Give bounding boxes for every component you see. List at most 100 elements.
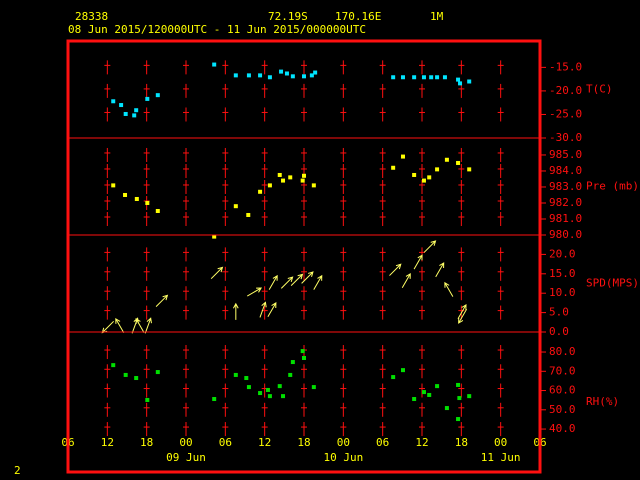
point	[290, 360, 295, 365]
point	[123, 372, 128, 377]
date-label: 09 Jun	[166, 451, 206, 464]
y-tick-label: 0.0	[549, 325, 569, 338]
point	[246, 212, 251, 217]
point	[435, 167, 440, 172]
point	[456, 382, 461, 387]
point	[302, 74, 306, 79]
point	[311, 183, 316, 188]
wind-arrow	[457, 303, 467, 320]
point	[412, 397, 417, 402]
page-number: 2	[14, 464, 21, 477]
point	[412, 75, 417, 80]
point	[457, 396, 462, 401]
x-tick-label: 18	[140, 436, 153, 449]
point	[458, 81, 463, 86]
point	[302, 355, 306, 360]
point	[145, 397, 150, 402]
point	[467, 79, 472, 84]
point	[267, 183, 272, 188]
y-tick-label: 981.0	[549, 212, 582, 225]
y-tick-label: 980.0	[549, 228, 582, 241]
point	[281, 178, 286, 183]
point	[119, 103, 124, 108]
y-tick-label: 982.0	[549, 196, 582, 209]
date-label: 11 Jun	[481, 451, 521, 464]
y-tick-label: 5.0	[549, 306, 569, 319]
point	[155, 370, 160, 375]
y-tick-label: 984.0	[549, 164, 582, 177]
point	[233, 204, 238, 209]
wind-arrow	[290, 273, 304, 287]
point	[265, 387, 270, 392]
point	[290, 74, 295, 79]
point	[246, 73, 251, 78]
point	[311, 385, 316, 390]
point	[300, 178, 305, 183]
point	[421, 178, 426, 183]
y-tick-label: 60.0	[549, 384, 576, 397]
wind-arrow	[458, 308, 468, 324]
x-tick-label: 06	[376, 436, 389, 449]
point	[267, 75, 272, 80]
point	[442, 75, 447, 80]
date-label: 10 Jun	[323, 451, 363, 464]
latitude: 72.19S	[268, 10, 308, 23]
y-tick-label: 80.0	[549, 345, 576, 358]
wind-arrow	[423, 240, 437, 253]
point	[155, 93, 160, 98]
wind-arrow	[313, 274, 323, 290]
y-tick-label: 20.0	[549, 247, 576, 260]
point	[279, 69, 284, 74]
x-tick-label: 18	[455, 436, 468, 449]
wind-arrow	[435, 262, 445, 278]
point	[123, 111, 128, 116]
point	[412, 172, 417, 177]
wind-arrow	[280, 276, 294, 289]
point	[244, 376, 249, 381]
point	[284, 71, 289, 76]
point	[391, 75, 396, 80]
point	[233, 372, 238, 377]
y-tick-label: -25.0	[549, 107, 582, 120]
wind-arrow	[155, 294, 169, 307]
point	[277, 384, 282, 389]
point	[429, 75, 434, 80]
point	[111, 99, 116, 104]
wind-arrow	[135, 317, 145, 333]
point	[145, 96, 150, 101]
point	[456, 77, 461, 82]
point	[300, 349, 305, 354]
period: 08 Jun 2015/120000UTC - 11 Jun 2015/0000…	[68, 23, 366, 36]
wind-arrow	[268, 274, 278, 290]
point	[467, 167, 472, 172]
x-tick-label: 00	[337, 436, 350, 449]
point	[400, 75, 405, 80]
point	[456, 160, 461, 165]
point	[134, 108, 139, 113]
point	[391, 375, 396, 380]
wind-arrow	[232, 302, 239, 320]
station: 28338	[75, 10, 108, 23]
y-tick-label: 40.0	[549, 422, 576, 435]
point	[145, 200, 150, 205]
y-axis-label: RH(%)	[586, 395, 619, 408]
x-tick-label: 06	[219, 436, 232, 449]
point	[400, 368, 405, 373]
x-tick-label: 00	[494, 436, 507, 449]
point	[456, 417, 461, 422]
point	[233, 73, 238, 78]
y-tick-label: 15.0	[549, 267, 576, 280]
x-tick-label: 12	[415, 436, 428, 449]
y-tick-label: -20.0	[549, 84, 582, 97]
wind-arrow	[301, 271, 314, 284]
point	[435, 384, 440, 389]
wind-arrow	[246, 287, 263, 297]
wind-arrow	[115, 317, 125, 333]
point	[134, 196, 139, 201]
y-axis-label: SPD(MPS)	[586, 277, 639, 290]
wind-arrow	[413, 254, 423, 270]
point	[132, 113, 137, 118]
x-tick-label: 12	[101, 436, 114, 449]
y-tick-label: -15.0	[549, 60, 582, 73]
